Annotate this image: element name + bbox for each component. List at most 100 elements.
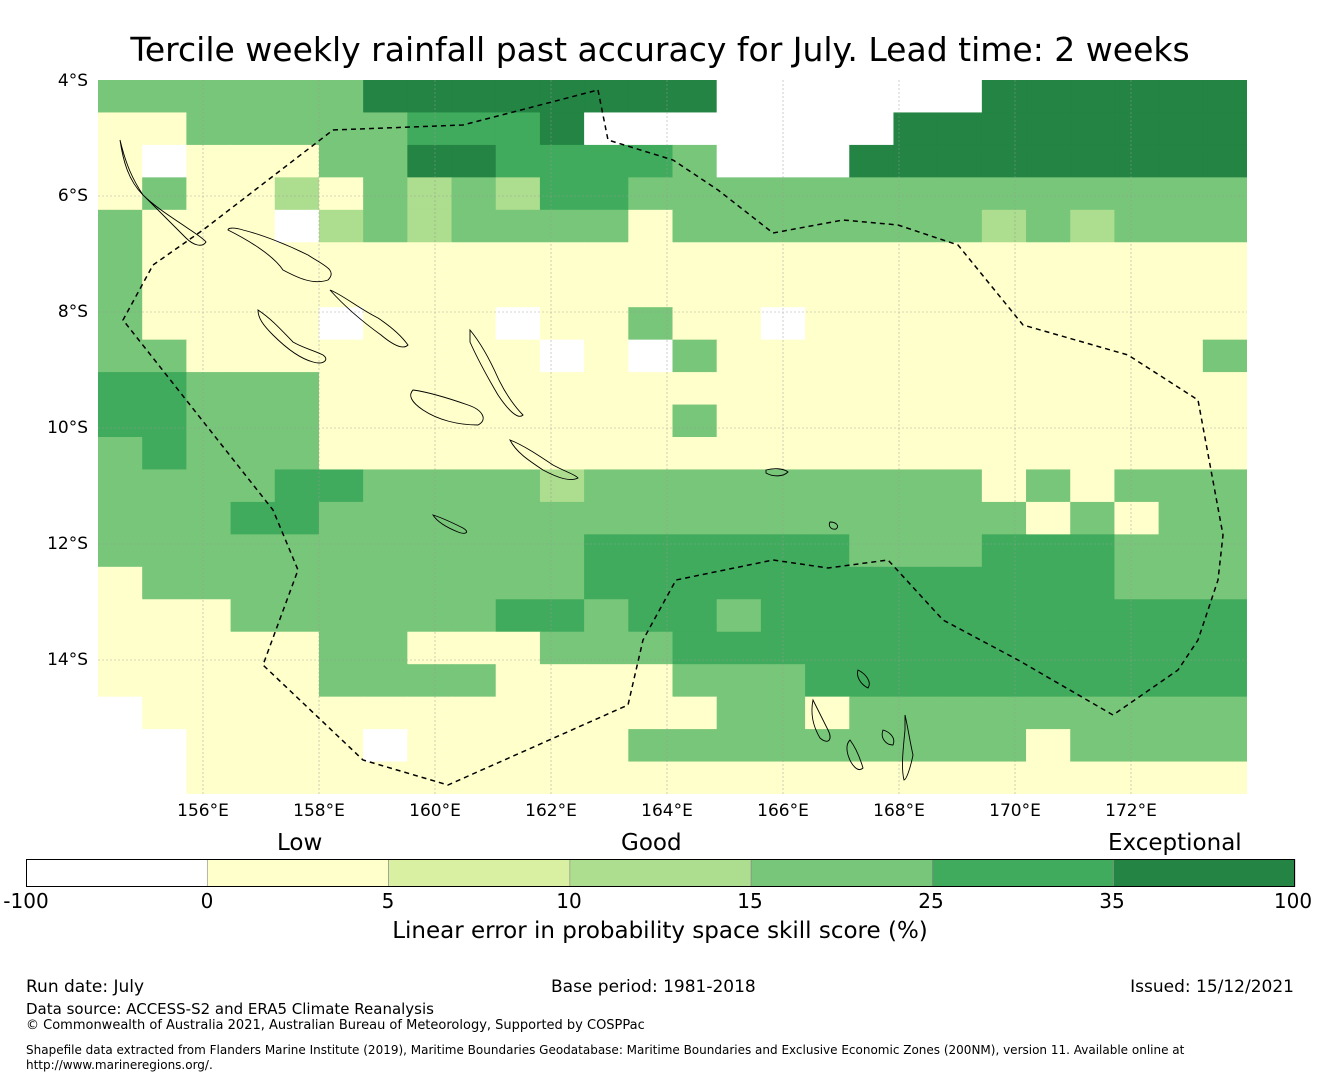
grid-cell: [981, 307, 1027, 341]
shapefile-credit-line2: http://www.marineregions.org/.: [26, 1058, 213, 1072]
grid-cell: [937, 209, 983, 243]
grid-cell: [716, 501, 762, 535]
grid-cell: [230, 534, 276, 568]
grid-cell: [1202, 242, 1247, 276]
grid-cell: [142, 144, 187, 178]
grid-cell: [451, 209, 497, 243]
grid-cell: [142, 469, 187, 503]
grid-cell: [805, 339, 850, 373]
grid-cell: [1114, 274, 1160, 308]
grid-cell: [584, 566, 629, 600]
grid-cell: [1158, 307, 1204, 341]
grid-cell: [274, 501, 320, 535]
grid-cell: [1114, 437, 1160, 471]
grid-cell: [1158, 372, 1204, 406]
grid-cell: [849, 209, 895, 243]
grid-cell: [539, 242, 585, 276]
pentecost-coast: [902, 714, 914, 781]
grid-cell: [1114, 339, 1160, 373]
grid-cell: [407, 664, 453, 698]
grid-cell: [893, 761, 939, 794]
colorbar-segment: [1113, 859, 1296, 887]
grid-cell: [1202, 112, 1247, 146]
grid-cell: [849, 274, 895, 308]
grid-cell: [981, 144, 1027, 178]
grid-cell: [1114, 242, 1160, 276]
colorbar-segment: [569, 859, 752, 887]
grid-cell: [584, 696, 629, 730]
grid-cell: [628, 209, 674, 243]
graticule: [98, 80, 1247, 794]
grid-cell: [584, 599, 629, 633]
grid-cell: [274, 242, 320, 276]
grid-cell: [1158, 534, 1204, 568]
grid-cell: [805, 144, 850, 178]
grid-cell: [407, 566, 453, 600]
grid-cell: [1026, 404, 1071, 438]
grid-cell: [628, 469, 674, 503]
grid-cell: [628, 664, 674, 698]
grid-cell: [186, 274, 232, 308]
grid-cell: [407, 339, 453, 373]
lon-label-158e: 158°E: [293, 801, 345, 821]
grid-cell: [318, 729, 364, 763]
grid-cell: [274, 664, 320, 698]
makira-coast: [509, 439, 579, 481]
grid-cell: [186, 112, 232, 146]
grid-cell: [451, 177, 497, 211]
grid-cell: [893, 469, 939, 503]
grid-cell: [495, 437, 541, 471]
grid-cell: [539, 599, 585, 633]
map-title: Tercile weekly rainfall past accuracy fo…: [130, 30, 1190, 69]
grid-cell: [230, 80, 276, 114]
grid-cell: [584, 242, 629, 276]
grid-cell: [584, 274, 629, 308]
grid-cell: [1202, 696, 1247, 730]
grid-cell: [937, 437, 983, 471]
bougainville-coast: [227, 227, 332, 283]
grid-cell: [1070, 242, 1116, 276]
grid-cell: [849, 729, 895, 763]
grid-cell: [1070, 501, 1116, 535]
grid-cell: [1114, 761, 1160, 794]
grid-cell: [274, 404, 320, 438]
grid-cell: [1026, 437, 1071, 471]
copyright-notice: © Commonwealth of Australia 2021, Austra…: [26, 1018, 645, 1033]
grid-cell: [230, 664, 276, 698]
grid-cell: [1114, 501, 1160, 535]
grid-cell: [937, 631, 983, 665]
shapefile-credit-line1: Shapefile data extracted from Flanders M…: [26, 1043, 1185, 1057]
grid-cell: [1158, 339, 1204, 373]
grid-cell: [1202, 469, 1247, 503]
grid-cell: [451, 469, 497, 503]
lat-label-6s: 6°S: [57, 186, 88, 206]
grid-cell: [1026, 339, 1071, 373]
grid-cell: [318, 404, 364, 438]
grid-cell: [186, 144, 232, 178]
grid-cell: [628, 372, 674, 406]
grid-cell: [318, 274, 364, 308]
grid-cell: [937, 339, 983, 373]
grid-cell: [363, 242, 408, 276]
grid-cell: [142, 209, 187, 243]
grid-cell: [1202, 177, 1247, 211]
grid-cell: [584, 209, 629, 243]
grid-cell: [274, 144, 320, 178]
grid-cell: [981, 566, 1027, 600]
grid-cell: [937, 372, 983, 406]
grid-cell: [1026, 761, 1071, 794]
grid-cell: [1158, 144, 1204, 178]
grid-cell: [672, 469, 718, 503]
grid-cell: [318, 761, 364, 794]
grid-cell: [495, 501, 541, 535]
grid-cell: [716, 112, 762, 146]
grid-cell: [672, 534, 718, 568]
lon-label-166e: 166°E: [757, 801, 809, 821]
grid-cell: [230, 242, 276, 276]
grid-cell: [760, 274, 806, 308]
grid-cell: [937, 761, 983, 794]
malaita-coast: [469, 328, 524, 417]
grid-cell: [672, 404, 718, 438]
grid-cell: [495, 274, 541, 308]
colorbar-segment: [750, 859, 933, 887]
